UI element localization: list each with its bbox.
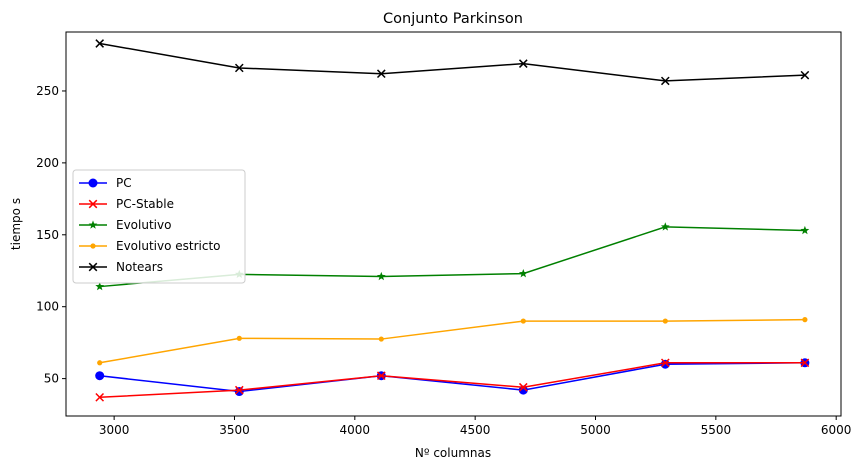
data-point-evolutivo-estricto bbox=[662, 318, 668, 324]
data-point-evolutivo bbox=[95, 281, 105, 291]
data-point-pc bbox=[234, 387, 244, 397]
data-point-pc-stable bbox=[800, 358, 810, 368]
legend-item-evolutivo[interactable]: Evolutivo bbox=[79, 218, 171, 232]
data-point-pc-stable bbox=[234, 385, 244, 395]
x-tick-label: 5000 bbox=[580, 423, 611, 437]
legend-label: Evolutivo estricto bbox=[116, 239, 221, 253]
legend-label: PC bbox=[116, 176, 132, 190]
data-point-evolutivo bbox=[800, 225, 810, 235]
data-point-notears bbox=[518, 59, 528, 68]
legend-item-notears[interactable]: Notears bbox=[79, 260, 163, 274]
data-point-pc bbox=[518, 385, 528, 395]
legend-item-evolutivo-estricto[interactable]: Evolutivo estricto bbox=[79, 239, 221, 253]
y-tick-label: 250 bbox=[36, 84, 59, 98]
x-axis: 3000 3500 4000 4500 5000 5500 6000 bbox=[99, 416, 852, 437]
legend-item-pc-stable[interactable]: PC-Stable bbox=[79, 197, 174, 211]
chart-title: Conjunto Parkinson bbox=[383, 11, 523, 27]
x-tick-label: 4000 bbox=[340, 423, 371, 437]
y-tick-label: 200 bbox=[36, 156, 59, 170]
series-notears bbox=[95, 39, 810, 86]
legend-marker-evolutivo-estricto bbox=[90, 243, 96, 249]
data-point-evolutivo-estricto bbox=[236, 335, 242, 341]
data-point-notears bbox=[95, 39, 105, 48]
legend-marker-notears bbox=[88, 262, 98, 272]
x-tick-label: 4500 bbox=[460, 423, 491, 437]
legend-marker-pc-stable bbox=[88, 199, 98, 209]
legend-marker-evolutivo bbox=[88, 220, 98, 229]
x-tick-label: 3000 bbox=[99, 423, 130, 437]
data-point-pc bbox=[95, 371, 105, 381]
data-point-pc bbox=[660, 359, 670, 369]
data-point-evolutivo-estricto bbox=[802, 317, 808, 323]
legend-label: Notears bbox=[116, 260, 163, 274]
series-line-pc bbox=[99, 362, 805, 393]
legend-label: PC-Stable bbox=[116, 197, 174, 211]
series-line-evolutivo-estricto bbox=[99, 318, 805, 364]
series-line-notears bbox=[99, 42, 805, 82]
legend-box bbox=[72, 169, 246, 284]
data-point-evolutivo bbox=[376, 271, 386, 281]
data-point-evolutivo-estricto bbox=[520, 318, 526, 324]
legend-label: Evolutivo bbox=[116, 218, 171, 232]
plot-frame bbox=[65, 31, 842, 417]
data-point-pc-stable bbox=[518, 382, 528, 392]
y-axis-label: tiempo s bbox=[9, 198, 23, 250]
series-pc bbox=[95, 358, 810, 397]
data-point-notears bbox=[660, 76, 670, 86]
y-axis: 50 100 150 200 250 bbox=[36, 84, 66, 386]
data-point-evolutivo-estricto bbox=[378, 336, 384, 342]
data-point-notears bbox=[234, 63, 244, 73]
series-line-pc-stable bbox=[99, 362, 805, 399]
data-point-evolutivo bbox=[518, 269, 528, 278]
data-point-evolutivo bbox=[660, 222, 670, 231]
data-point-pc-stable bbox=[660, 358, 670, 368]
legend[interactable]: PC PC-Stable Evolutivo Evolutivo estricto No… bbox=[72, 169, 246, 284]
x-tick-label: 5500 bbox=[701, 423, 732, 437]
y-tick-label: 50 bbox=[44, 372, 59, 386]
data-point-notears bbox=[376, 69, 386, 79]
x-tick-label: 6000 bbox=[821, 423, 852, 437]
data-point-pc-stable bbox=[376, 371, 386, 381]
series-pc-stable bbox=[95, 358, 810, 402]
x-tick-label: 3500 bbox=[219, 423, 250, 437]
data-point-notears bbox=[800, 70, 810, 80]
legend-item-pc[interactable]: PC bbox=[79, 176, 132, 190]
data-point-pc-stable bbox=[95, 392, 105, 402]
series-evolutivo-estricto bbox=[97, 317, 808, 366]
y-tick-label: 150 bbox=[36, 228, 59, 242]
y-tick-label: 100 bbox=[36, 300, 59, 314]
x-axis-label: Nº columnas bbox=[415, 446, 491, 460]
legend-marker-pc bbox=[88, 178, 98, 188]
data-point-evolutivo-estricto bbox=[97, 360, 103, 366]
